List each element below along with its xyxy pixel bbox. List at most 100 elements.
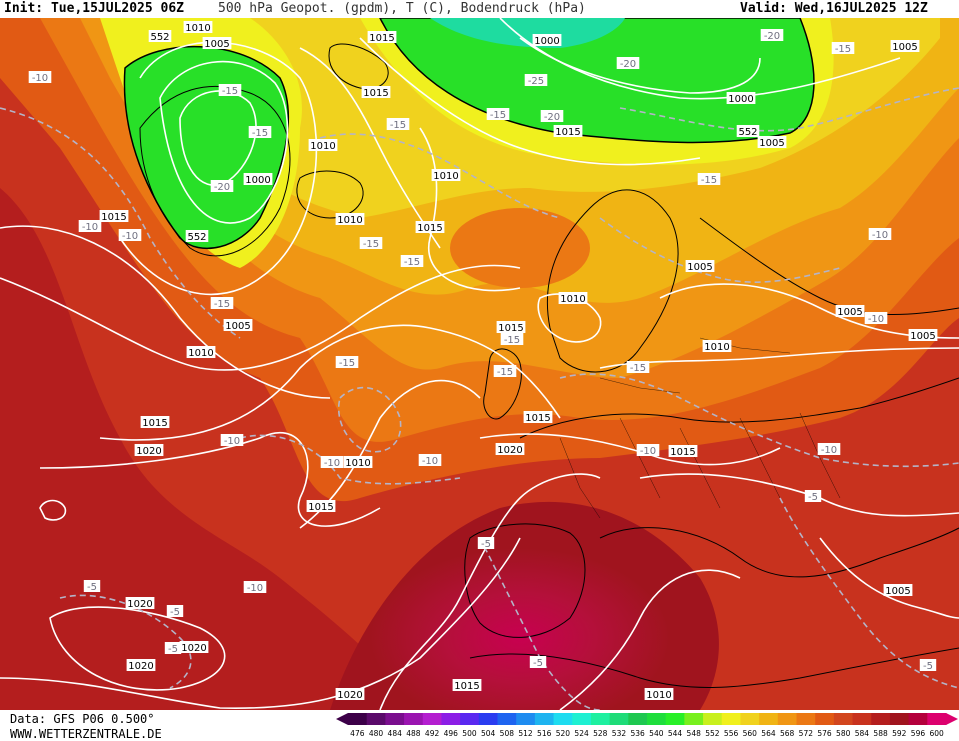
isobar-label-box (308, 139, 338, 151)
isobar-label-box (553, 125, 583, 137)
temperature-label-box (220, 434, 244, 446)
isobar-label-box (726, 92, 756, 104)
temperature-label-text: -10 (82, 222, 98, 233)
isobar-label-10: 1005 (757, 136, 787, 149)
temperature-label-text: -5 (87, 582, 97, 593)
isobars (0, 18, 959, 710)
geopot-band-588 (0, 188, 420, 710)
coastlines (139, 43, 959, 688)
coast-svalbard (328, 43, 389, 90)
legend-swatch-17 (665, 713, 685, 725)
legend-tick-5: 496 (444, 729, 459, 738)
temperature-label-box (540, 110, 564, 122)
isobar-label-6: 1015 (361, 86, 391, 99)
isobar-1020-south (0, 537, 521, 710)
isobar-label-35: 1020 (179, 641, 209, 654)
temperature-label-box (626, 361, 650, 373)
temperature-label-text: -15 (339, 358, 355, 369)
legend-swatch-22 (759, 713, 779, 725)
temperature-label-text: -20 (764, 31, 780, 42)
temperature-label-text: -10 (324, 458, 340, 469)
legend-swatch-13 (590, 713, 611, 725)
isobar-1020-azores (49, 606, 226, 691)
temperature-label-text: -10 (32, 73, 48, 84)
legend-tick-24: 572 (799, 729, 814, 738)
temperature-label-13: -10 (118, 229, 142, 242)
legend-swatch-0 (348, 713, 368, 725)
temperature-label-8: -15 (218, 84, 242, 97)
temperature-label-text: -10 (422, 456, 438, 467)
legend-swatch-14 (609, 713, 629, 725)
isobar-label-box (125, 597, 155, 609)
low-arctic-core (430, 18, 625, 48)
isobar-1020-atlantic (39, 431, 381, 527)
legend-tick-11: 520 (556, 729, 571, 738)
isobar-label-text: 1010 (337, 215, 362, 226)
temperature-label-box (210, 297, 234, 309)
temperature-label-17: -15 (210, 297, 234, 310)
temperature-label-box (919, 659, 937, 671)
isobar-label-29: 1020 (495, 443, 525, 456)
isobar-label-20: 1005 (835, 305, 865, 318)
legend-swatch-6 (460, 713, 480, 725)
temperature-label-box (868, 228, 892, 240)
legend-tick-7: 504 (481, 729, 496, 738)
temperature-label-12: -10 (78, 220, 102, 233)
legend-tick-31: 600 (929, 729, 944, 738)
isobar-label-33: 1020 (125, 597, 155, 610)
isobar-label-box (361, 86, 391, 98)
isobar-label-38: 1010 (644, 688, 674, 701)
map-title: 500 hPa Geopot. (gpdm), T (C), Bodendruc… (218, 1, 586, 16)
isobar-label-37: 1015 (452, 679, 482, 692)
legend-tick-4: 492 (425, 729, 440, 738)
temperature-label-box (477, 537, 495, 549)
isobar-label-text: 1020 (337, 690, 362, 701)
temperature-label-27: -10 (817, 443, 841, 456)
isobar-label-0: 1010 (183, 21, 213, 34)
temperature-label-text: -20 (214, 182, 230, 193)
isobar-label-11: 1010 (308, 139, 338, 152)
temperature-label-35: -5 (919, 659, 937, 672)
temperature-label-box (118, 229, 142, 241)
temperature-label-34: -5 (529, 656, 547, 669)
isobar-label-box (668, 445, 698, 457)
temperature-label-33: -5 (164, 642, 182, 655)
isobar-label-text: 1020 (136, 446, 161, 457)
temperature-label-text: -5 (808, 492, 818, 503)
isobar-label-box (757, 136, 787, 148)
isobar-label-39: 1020 (335, 688, 365, 701)
website-link[interactable]: WWW.WETTERZENTRALE.DE (10, 727, 162, 741)
isobar-label-text: 1005 (892, 42, 917, 53)
legend-tick-27: 584 (855, 729, 870, 738)
legend-tick-3: 488 (406, 729, 421, 738)
temperature-label-box (218, 84, 242, 96)
legend-tick-8: 508 (500, 729, 515, 738)
temperature-label-text: -15 (504, 335, 520, 346)
isobar-label-box (99, 210, 129, 222)
isobar-label-box (883, 584, 913, 596)
isobar-label-text: 1020 (128, 661, 153, 672)
temperature-label-box (493, 365, 517, 377)
legend-swatch-7 (478, 713, 498, 725)
isobar-label-text: 1010 (188, 348, 213, 359)
legend-swatch-12 (572, 713, 592, 725)
isobar-label-25: 1010 (702, 340, 732, 353)
init-time: Init: Tue,15JUL2025 06Z (4, 1, 185, 16)
isobar-label-box (179, 641, 209, 653)
temperature-label-box (864, 312, 888, 324)
temperature-label-text: -20 (620, 59, 636, 70)
isobar-label-9: 1015 (553, 125, 583, 138)
isobar-1015-central (99, 324, 561, 441)
temperature-label-text: -10 (868, 314, 884, 325)
temperature-label-box (486, 108, 510, 120)
temperature-label-box (166, 605, 184, 617)
temperature-label-28: -5 (804, 490, 822, 503)
isobar-1020-ring (39, 499, 67, 521)
temperature-label-box (386, 118, 410, 130)
isobar-1010-spain (559, 569, 741, 710)
temperature-label-text: -15 (363, 239, 379, 250)
isobar-label-7: 1000 (726, 92, 756, 105)
isobar-label-text: 552 (738, 127, 757, 138)
isobar-label-text: 1005 (837, 307, 862, 318)
